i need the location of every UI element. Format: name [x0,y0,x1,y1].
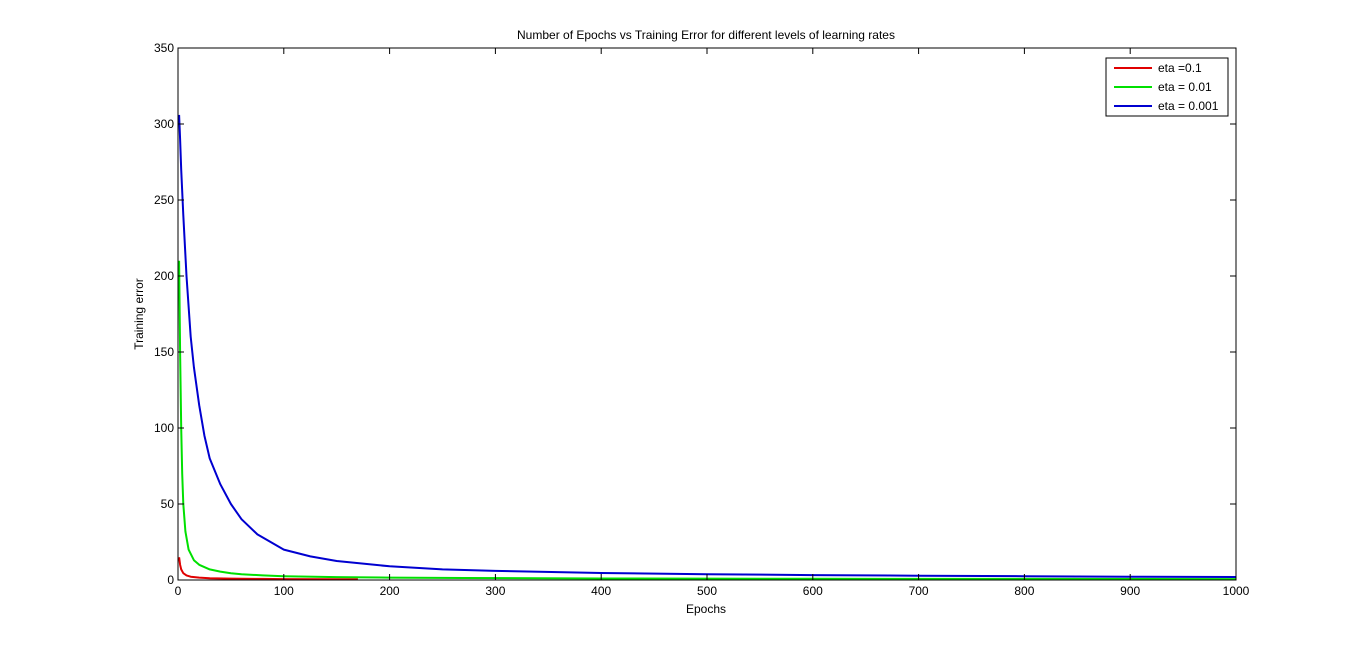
legend: eta =0.1 eta = 0.01 eta = 0.001 [1105,57,1229,117]
legend-label-1: eta =0.1 [1158,61,1202,75]
y-axis-label: Training error [132,278,146,350]
x-tick-label: 400 [591,584,611,598]
x-tick-label: 800 [1014,584,1034,598]
x-tick-label: 100 [274,584,294,598]
y-tick-label: 350 [154,41,174,55]
y-tick-label: 200 [154,269,174,283]
series-line-2 [178,260,1236,580]
legend-label-3: eta = 0.001 [1158,99,1219,113]
y-tick-label: 100 [154,421,174,435]
y-tick-label: 300 [154,117,174,131]
x-tick-label: 1000 [1223,584,1250,598]
y-tick-label: 150 [154,345,174,359]
x-tick-label: 0 [175,584,182,598]
y-tick-label: 250 [154,193,174,207]
legend-label-2: eta = 0.01 [1158,80,1212,94]
x-tick-label: 600 [803,584,823,598]
plot-area: 0 100 200 300 400 500 600 700 800 900 1000 0 50 100 15… [154,41,1250,598]
x-tick-label: 200 [380,584,400,598]
series-line-3 [178,114,1236,578]
chart-title: Number of Epochs vs Training Error for d… [517,28,895,42]
x-tick-label: 700 [909,584,929,598]
y-tick-label: 50 [161,497,175,511]
x-axis-label: Epochs [686,602,726,616]
x-tick-label: 500 [697,584,717,598]
y-tick-label: 0 [167,573,174,587]
x-tick-label: 900 [1120,584,1140,598]
x-tick-label: 300 [485,584,505,598]
